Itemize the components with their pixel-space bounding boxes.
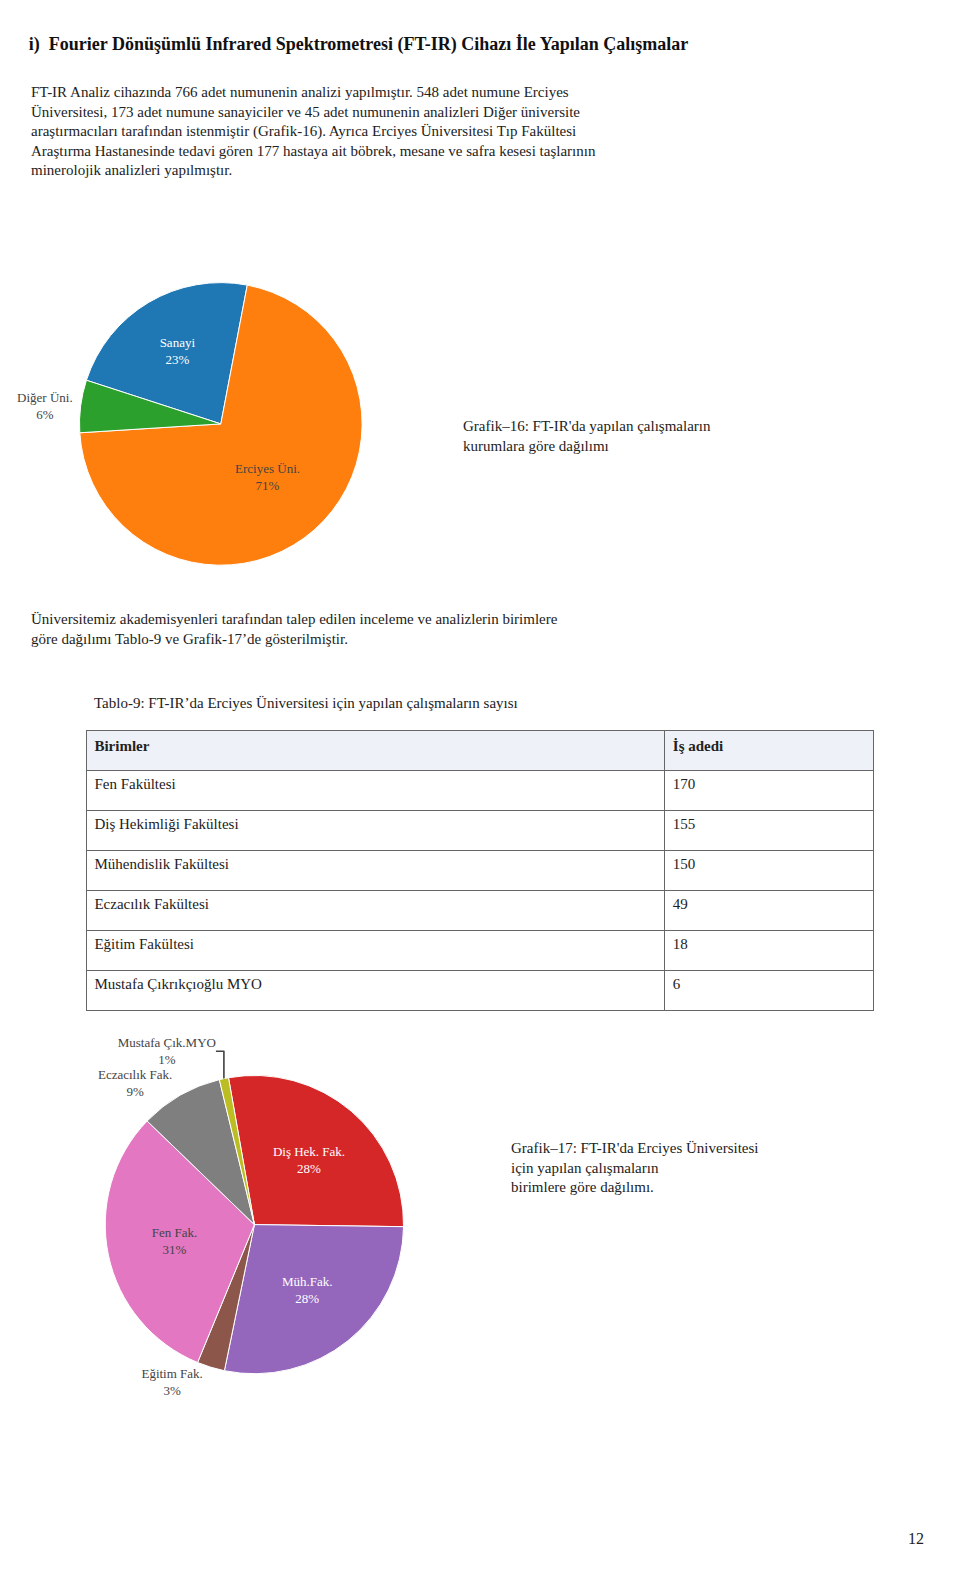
svg-text:Mühendislik Fakültesi: Mühendislik Fakültesi	[94, 856, 229, 872]
svg-text:Üniversitemiz akademisyenleri: Üniversitemiz akademisyenleri tarafından…	[31, 611, 558, 647]
svg-text:Sanayi23%: Sanayi23%	[160, 335, 196, 367]
svg-text:Erciyes Üni.71%: Erciyes Üni.71%	[235, 461, 300, 493]
svg-text:İş adedi: İş adedi	[673, 738, 723, 754]
svg-text:Mustafa Çıkrıkçıoğlu MYO: Mustafa Çıkrıkçıoğlu MYO	[94, 976, 262, 992]
svg-text:Fen Fakültesi: Fen Fakültesi	[94, 776, 175, 792]
svg-text:18: 18	[673, 936, 688, 952]
svg-text:FT-IR Analiz cihazında 766 ade: FT-IR Analiz cihazında 766 adet numuneni…	[31, 84, 596, 178]
svg-text:49: 49	[673, 896, 688, 912]
svg-text:6: 6	[673, 976, 681, 992]
svg-text:Grafik–17: FT-IR'da Erciyes Ün: Grafik–17: FT-IR'da Erciyes Üniversitesi…	[511, 1140, 759, 1195]
svg-text:Mustafa Çık.MYO1%: Mustafa Çık.MYO1%	[118, 1035, 216, 1067]
svg-text:Birimler: Birimler	[94, 738, 149, 754]
svg-text:Fen Fak.31%: Fen Fak.31%	[152, 1225, 198, 1257]
svg-text:170: 170	[673, 776, 696, 792]
svg-text:12: 12	[908, 1530, 924, 1547]
svg-text:Diğer Üni.6%: Diğer Üni.6%	[17, 390, 73, 422]
svg-text:155: 155	[673, 816, 696, 832]
svg-text:Eğitim Fakültesi: Eğitim Fakültesi	[94, 936, 194, 952]
svg-text:Eğitim Fak.3%: Eğitim Fak.3%	[141, 1366, 202, 1398]
svg-text:Eczacılık Fakültesi: Eczacılık Fakültesi	[94, 896, 209, 912]
svg-text:Tablo-9: FT-IR’da Erciyes Üniv: Tablo-9: FT-IR’da Erciyes Üniversitesi i…	[94, 695, 518, 711]
svg-text:Diş Hekimliği Fakültesi: Diş Hekimliği Fakültesi	[94, 816, 238, 832]
svg-text:Diş Hek. Fak.28%: Diş Hek. Fak.28%	[273, 1144, 345, 1176]
svg-text:150: 150	[673, 856, 696, 872]
svg-text:Grafik–16: FT-IR'da yapılan ça: Grafik–16: FT-IR'da yapılan çalışmaların…	[463, 418, 711, 454]
svg-text:Eczacılık Fak.9%: Eczacılık Fak.9%	[98, 1067, 172, 1099]
svg-text:Müh.Fak.28%: Müh.Fak.28%	[282, 1274, 333, 1306]
svg-text:i) Fourier Dönüşümlü Infrared: i) Fourier Dönüşümlü Infrared Spektromet…	[29, 34, 688, 55]
